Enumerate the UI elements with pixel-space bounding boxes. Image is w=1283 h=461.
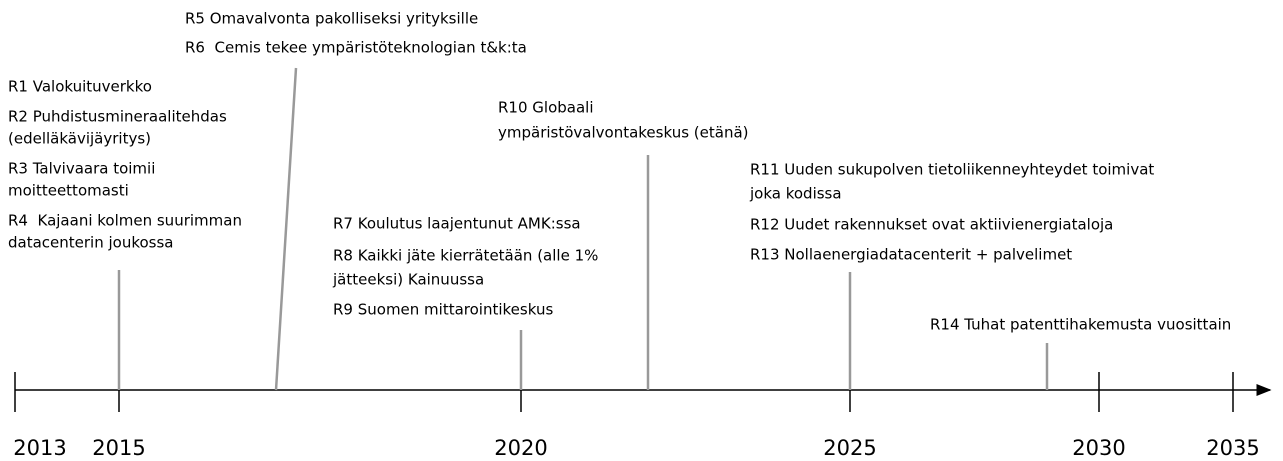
event-line: R13 Nollaenergiadatacenterit + palvelime… — [750, 246, 1072, 264]
event-line: R5 Omavalvonta pakolliseksi yrityksille — [185, 10, 478, 28]
stem — [274, 67, 298, 391]
year-label: 2030 — [1072, 436, 1125, 460]
event-line: R10 Globaali — [498, 99, 594, 117]
event-line: R8 Kaikki jäte kierrätetään (alle 1% — [333, 247, 598, 265]
year-label: 2020 — [494, 436, 547, 460]
event-line: R6 Cemis tekee ympäristöteknologian t&k:… — [185, 39, 527, 57]
event-line: R1 Valokuituverkko — [8, 78, 152, 96]
event-texts: R1 Valokuituverkko R2 Puhdistusmineraali… — [8, 10, 1231, 334]
event-line: R9 Suomen mittarointikeskus — [333, 301, 553, 319]
event-line: R12 Uudet rakennukset ovat aktiivienergi… — [750, 216, 1113, 234]
year-label: 2035 — [1206, 436, 1259, 460]
year-ticks — [14, 372, 1234, 412]
event-line: R2 Puhdistusmineraalitehdas — [8, 108, 227, 126]
event-line: R3 Talvivaara toimii — [8, 160, 155, 178]
event-line: joka kodissa — [749, 185, 842, 203]
event-line: (edelläkävijäyritys) — [8, 130, 151, 148]
event-line: R11 Uuden sukupolven tietoliikenneyhteyd… — [750, 161, 1154, 179]
year-label: 2015 — [92, 436, 145, 460]
event-line: R14 Tuhat patenttihakemusta vuosittain — [930, 316, 1231, 334]
event-line: ympäristövalvontakeskus (etänä) — [498, 124, 749, 142]
event-line: datacenterin joukossa — [8, 234, 174, 252]
event-line: jätteeksi) Kainuussa — [332, 271, 484, 289]
year-label: 2025 — [823, 436, 876, 460]
event-line: R7 Koulutus laajentunut AMK:ssa — [333, 215, 581, 233]
year-label: 2013 — [13, 436, 66, 460]
event-line: moitteettomasti — [8, 182, 129, 200]
stems — [117, 67, 1049, 391]
year-labels: 2013 2015 2020 2025 2030 2035 — [13, 436, 1259, 460]
event-line: R4 Kajaani kolmen suurimman — [8, 212, 242, 230]
